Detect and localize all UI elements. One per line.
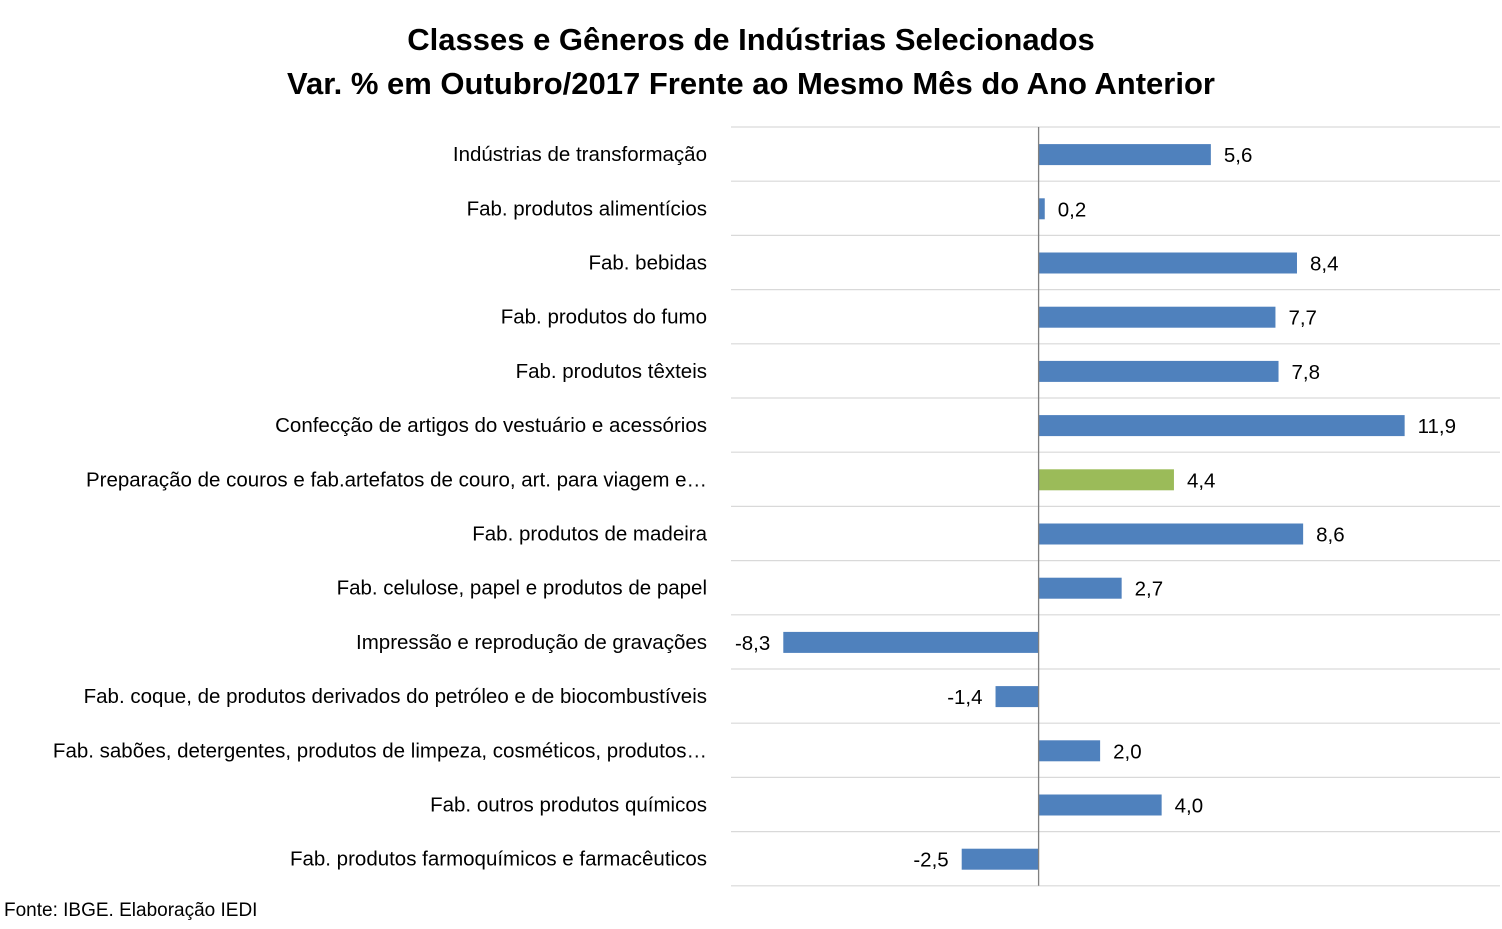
category-label: Preparação de couros e fab.artefatos de … [86,468,707,491]
bar [1038,794,1162,816]
data-label: 2,0 [1113,740,1142,763]
data-label: 7,8 [1292,361,1321,384]
bar [995,686,1039,708]
category-label: Fab. celulose, papel e produtos de papel [337,577,707,600]
data-label: -8,3 [735,632,770,655]
bar [783,631,1039,653]
category-label: Fab. produtos do fumo [501,306,707,329]
bar [1038,252,1297,274]
bar [1038,198,1045,220]
chart-title: Classes e Gêneros de Indústrias Selecion… [407,22,1095,57]
bar [1038,740,1101,762]
category-label: Fab. coque, de produtos derivados do pet… [84,685,707,708]
chart-subtitle: Var. % em Outubro/2017 Frente ao Mesmo M… [287,66,1215,101]
category-label: Fab. sabões, detergentes, produtos de li… [53,739,707,762]
bar [1038,469,1174,491]
data-label: 8,6 [1316,524,1345,547]
category-label: Fab. outros produtos químicos [430,794,707,817]
bar [1038,306,1276,328]
data-label: 5,6 [1224,144,1253,167]
data-label: -1,4 [947,686,982,709]
category-label: Impressão e reprodução de gravações [356,631,707,654]
source-note: Fonte: IBGE. Elaboração IEDI [4,900,258,921]
data-label: 0,2 [1058,198,1087,221]
data-label: 2,7 [1135,578,1164,601]
data-label: 7,7 [1288,307,1317,330]
bar [1038,360,1279,382]
data-label: 4,0 [1175,795,1204,818]
bar [1038,415,1405,437]
bar [1038,577,1122,599]
category-label: Confecção de artigos do vestuário e aces… [275,414,707,437]
category-label: Fab. produtos alimentícios [467,197,707,220]
bar [1038,523,1304,545]
data-label: 4,4 [1187,469,1216,492]
category-label: Fab. produtos têxteis [516,360,707,383]
bar [1038,144,1211,166]
data-label: 8,4 [1310,253,1339,276]
category-label: Fab. produtos farmoquímicos e farmacêuti… [290,848,707,871]
category-label: Fab. bebidas [588,252,707,275]
data-label: 11,9 [1418,415,1456,438]
bar [961,848,1039,870]
category-label: Fab. produtos de madeira [472,523,707,546]
data-label: -2,5 [913,849,948,872]
category-label: Indústrias de transformação [453,143,707,166]
